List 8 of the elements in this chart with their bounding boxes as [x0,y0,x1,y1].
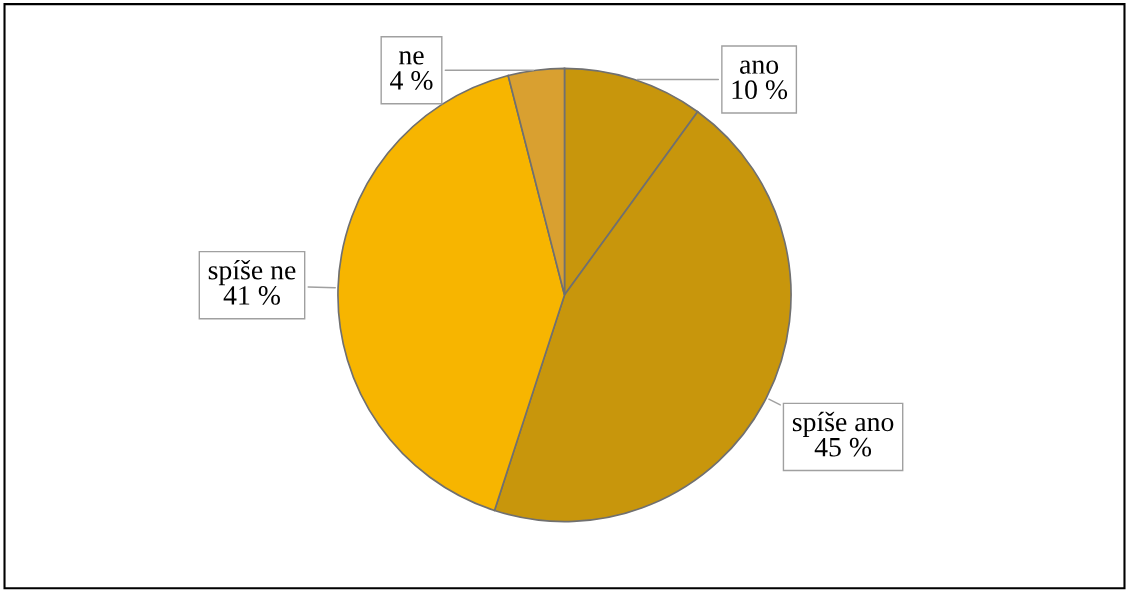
data-label: 4 % [390,71,433,90]
data-label: 41 % [223,286,280,305]
slice-label: ne [399,51,424,65]
slice-label: spíše ano [792,411,894,437]
slice-label: ano [740,60,779,74]
data-label: 45 % [814,437,872,457]
data-label: 10 % [732,80,788,100]
slice-label: spíše ne [208,259,296,286]
